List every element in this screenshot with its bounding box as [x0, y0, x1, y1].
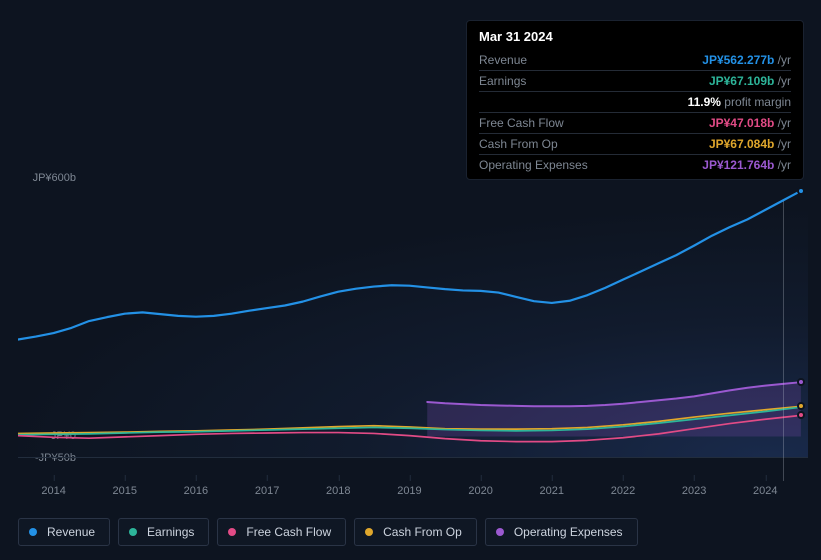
legend-swatch-icon: [29, 528, 37, 536]
tooltip-row-value: JP¥67.084b /yr: [709, 137, 791, 151]
series-endpoint-icon: [797, 378, 805, 386]
legend-item-revenue[interactable]: Revenue: [18, 518, 110, 546]
legend-item-label: Cash From Op: [383, 525, 462, 539]
plot-area: [18, 178, 808, 458]
tooltip-row-label: Revenue: [479, 53, 527, 67]
legend-item-label: Free Cash Flow: [246, 525, 331, 539]
tooltip-row: Free Cash Flow JP¥47.018b /yr: [479, 112, 791, 133]
tooltip-row-label: Cash From Op: [479, 137, 558, 151]
legend-item-earnings[interactable]: Earnings: [118, 518, 209, 546]
x-tick-label: 2022: [611, 485, 635, 497]
tooltip-row: Earnings JP¥67.109b /yr: [479, 70, 791, 91]
x-tick-label: 2016: [184, 485, 208, 497]
x-tick-label: 2014: [41, 485, 65, 497]
tooltip-row-value: JP¥562.277b /yr: [702, 53, 791, 67]
x-tick-label: 2020: [468, 485, 492, 497]
tooltip-row: Revenue JP¥562.277b /yr: [479, 50, 791, 70]
legend-item-operating-expenses[interactable]: Operating Expenses: [485, 518, 638, 546]
x-tick-label: 2017: [255, 485, 279, 497]
chart-legend: Revenue Earnings Free Cash Flow Cash From O…: [18, 518, 638, 546]
legend-swatch-icon: [228, 528, 236, 536]
x-tick-label: 2019: [397, 485, 421, 497]
tooltip-row: Cash From Op JP¥67.084b /yr: [479, 133, 791, 154]
legend-item-label: Revenue: [47, 525, 95, 539]
legend-item-label: Earnings: [147, 525, 194, 539]
tooltip-row-value: JP¥67.109b /yr: [709, 74, 791, 88]
chart-svg: [18, 178, 808, 458]
legend-swatch-icon: [129, 528, 137, 536]
series-endpoint-icon: [797, 411, 805, 419]
tooltip-row-label: Free Cash Flow: [479, 116, 564, 130]
x-axis-ticks: 2014 2015 2016 2017 2018 2019 2020 2021 2022 2023…: [18, 475, 808, 495]
legend-swatch-icon: [496, 528, 504, 536]
tooltip-row: 11.9% profit margin: [479, 91, 791, 112]
series-endpoint-icon: [797, 402, 805, 410]
tooltip-row-label: Earnings: [479, 74, 526, 88]
hover-guide-line: [783, 201, 784, 481]
legend-item-free-cash-flow[interactable]: Free Cash Flow: [217, 518, 346, 546]
legend-item-label: Operating Expenses: [514, 525, 623, 539]
legend-item-cash-from-op[interactable]: Cash From Op: [354, 518, 477, 546]
series-endpoint-icon: [797, 187, 805, 195]
x-tick-label: 2023: [682, 485, 706, 497]
tooltip-date: Mar 31 2024: [479, 29, 791, 50]
financials-chart: JP¥600bJP¥0-JP¥50b 201420152016201720182…: [18, 155, 808, 475]
tooltip-row-value: 11.9% profit margin: [688, 95, 791, 109]
x-tick-label: 2018: [326, 485, 350, 497]
x-tick-label: 2021: [540, 485, 564, 497]
x-tick-label: 2015: [113, 485, 137, 497]
legend-swatch-icon: [365, 528, 373, 536]
x-tick-label: 2024: [753, 485, 777, 497]
tooltip-row-value: JP¥47.018b /yr: [709, 116, 791, 130]
